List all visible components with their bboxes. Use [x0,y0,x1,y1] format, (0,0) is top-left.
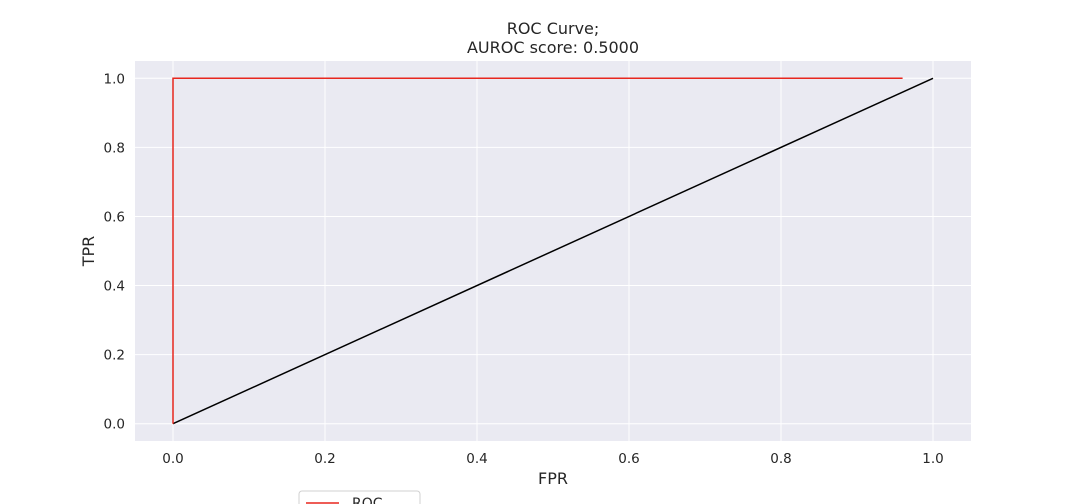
series-roc-line [172,77,903,424]
series-diagonal-line [172,77,934,425]
chart-title: ROC Curve; [507,19,600,38]
y-tick-label: 0.0 [104,417,125,433]
x-tick-label: 0.6 [618,451,639,467]
y-tick-label: 0.6 [104,209,125,225]
x-axis-label: FPR [538,469,568,488]
y-tick-label: 0.2 [104,348,125,364]
y-tick-label: 0.4 [104,279,125,295]
x-tick-label: 0.0 [162,451,183,467]
x-tick-label: 0.2 [314,451,335,467]
y-axis-label: TPR [79,236,98,268]
y-tick-label: 0.8 [104,140,125,156]
grid-lines [135,61,971,441]
legend-label-roc: ROC [352,496,383,504]
x-tick-label: 0.8 [770,451,791,467]
tick-labels: 0.0 0.2 0.4 0.6 0.8 1.0 0.0 0.2 0.4 0.6 0.8 1.0 [104,71,944,467]
x-tick-label: 0.4 [466,451,487,467]
series-group [172,77,934,425]
y-tick-label: 1.0 [104,71,125,87]
legend: ROC [298,490,421,504]
chart-subtitle: AUROC score: 0.5000 [467,38,639,57]
legend-box [298,490,421,504]
x-tick-label: 1.0 [922,451,943,467]
